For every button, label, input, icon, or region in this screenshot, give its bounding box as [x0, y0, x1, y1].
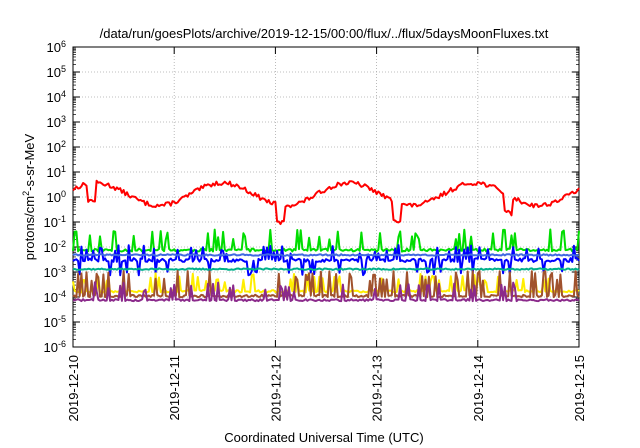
series-line-3 — [72, 244, 580, 277]
x-tick-label: 2019-12-13 — [370, 355, 385, 422]
y-tick-label: 104 — [47, 89, 66, 105]
series-line-1 — [72, 179, 580, 226]
y-tick-label: 106 — [47, 39, 66, 55]
y-tick-label: 100 — [47, 189, 66, 205]
x-tick-label: 2019-12-15 — [572, 355, 587, 422]
chart-title: /data/run/goesPlots/archive/2019-12-15/0… — [100, 26, 549, 41]
series-group — [72, 179, 580, 303]
y-tick-label: 10-3 — [44, 264, 66, 280]
y-axis-label-rest: -s-sr-MeV — [22, 133, 37, 190]
y-axis-label-sup: 2 — [21, 191, 31, 196]
x-tick-label: 2019-12-10 — [66, 355, 81, 422]
y-tick-label: 103 — [47, 114, 66, 130]
y-tick-label: 105 — [47, 64, 66, 80]
series-line-7 — [72, 270, 580, 299]
x-tick-label: 2019-12-14 — [471, 355, 486, 422]
y-tick-label: 102 — [47, 139, 66, 155]
y-tick-label: 10-6 — [44, 339, 66, 355]
y-axis-label: protons/cm2-s-sr-MeV — [21, 133, 37, 260]
y-tick-label: 10-2 — [44, 239, 66, 255]
series-line-2 — [72, 228, 580, 253]
x-axis-label: Coordinated Universal Time (UTC) — [224, 430, 423, 445]
y-tick-label: 10-1 — [44, 214, 66, 230]
y-tick-label: 10-5 — [44, 314, 66, 330]
series-line-8 — [72, 281, 580, 303]
y-tick-label: 10-4 — [44, 289, 66, 305]
y-axis-label-base: protons/cm — [22, 196, 37, 260]
grid-lines — [73, 47, 579, 347]
x-tick-label: 2019-12-12 — [268, 355, 283, 422]
series-line-5 — [72, 253, 580, 257]
series-line-6 — [72, 272, 580, 294]
x-tick-label: 2019-12-11 — [167, 355, 182, 421]
y-axis-ticks: 10-6 10-5 10-4 10-3 10-2 10-1 100 101 102 103 104 1… — [44, 39, 579, 355]
series-line-4 — [72, 267, 580, 271]
x-axis-ticks: 2019-12-10 2019-12-11 2019-12-12 2019-12-13… — [66, 47, 587, 422]
y-tick-label: 101 — [47, 164, 66, 180]
